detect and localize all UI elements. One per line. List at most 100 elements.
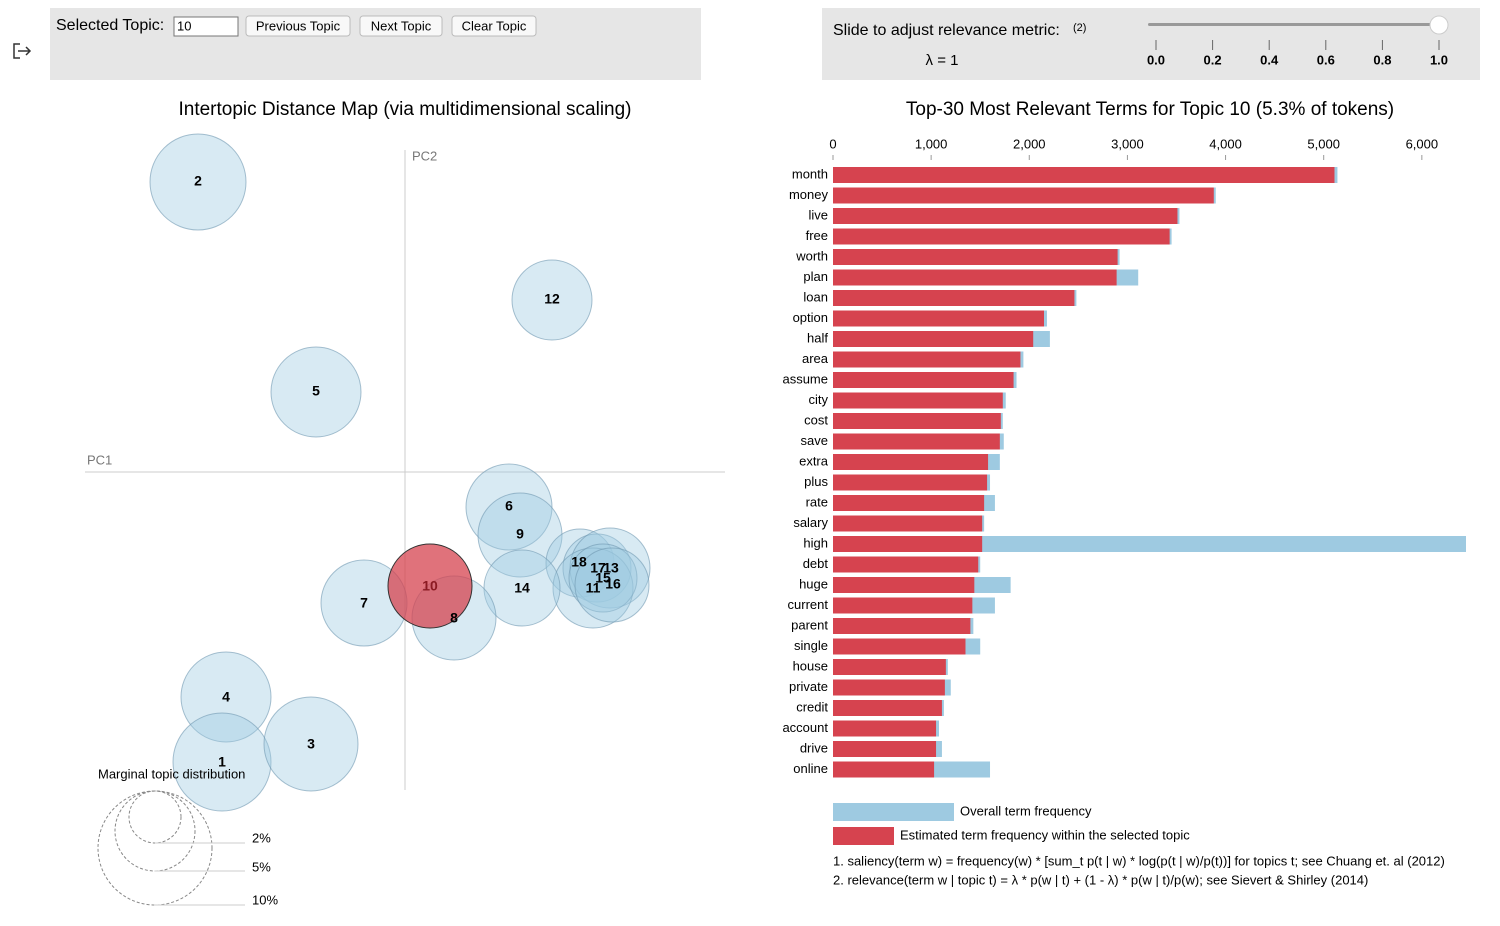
previous-button-label: Previous Topic xyxy=(256,18,341,33)
topic-label: 4 xyxy=(222,689,230,705)
slider-tick-label: 0.4 xyxy=(1260,52,1279,67)
topic-bar xyxy=(833,638,966,655)
topic-labels: 2 12 5 6 9 18 17 13 11 15 16 14 8 7 4 1 … xyxy=(194,173,621,770)
term-label: private xyxy=(789,679,828,694)
topic-bar xyxy=(833,700,942,716)
slider-knob[interactable] xyxy=(1429,15,1449,35)
topic-bar xyxy=(833,392,1003,409)
topic-label: 2 xyxy=(194,173,202,189)
size-circle xyxy=(128,790,182,844)
topic-label: 9 xyxy=(516,526,524,542)
footnote: 1. saliency(term w) = frequency(w) * [su… xyxy=(833,853,1445,868)
size-circle xyxy=(97,790,213,906)
topic-circles xyxy=(149,133,651,812)
topic-bar xyxy=(833,597,973,614)
topic-bar xyxy=(833,290,1075,306)
term-label: live xyxy=(808,207,828,222)
topic-bar xyxy=(833,515,983,532)
topic-label: 16 xyxy=(605,576,621,592)
slider-tick-label: 0.2 xyxy=(1204,52,1222,67)
topic-label: 10 xyxy=(422,578,438,594)
topic-circle[interactable] xyxy=(263,696,359,792)
topic-bar xyxy=(833,741,937,757)
pc2-label: PC2 xyxy=(412,148,437,163)
term-label: huge xyxy=(799,576,828,591)
topic-circle[interactable] xyxy=(574,547,650,623)
term-label: drive xyxy=(800,740,828,755)
topic-label: 17 xyxy=(590,560,606,576)
size-circle xyxy=(114,790,196,872)
topic-circle[interactable] xyxy=(180,651,272,743)
topic-input[interactable] xyxy=(173,16,239,37)
term-label: month xyxy=(792,166,828,181)
next-button-label: Next Topic xyxy=(371,18,432,33)
selected-topic-circle[interactable] xyxy=(387,543,473,629)
term-label: worth xyxy=(795,248,828,263)
slider-tick-label: 1.0 xyxy=(1430,52,1448,67)
previous-button[interactable] xyxy=(245,15,351,37)
topic-label: 12 xyxy=(544,291,560,307)
topic-bar xyxy=(833,556,979,573)
slider-panel xyxy=(822,8,1480,80)
topic-circle[interactable] xyxy=(465,463,553,551)
topic-bar xyxy=(833,679,945,696)
term-label: extra xyxy=(799,453,829,468)
term-label: current xyxy=(788,597,829,612)
term-label: rate xyxy=(806,494,828,509)
topic-circle[interactable] xyxy=(270,346,362,438)
legend-swatch xyxy=(833,827,894,845)
chart-title: Top-30 Most Relevant Terms for Topic 10 … xyxy=(906,99,1394,120)
term-label: save xyxy=(801,433,828,448)
topic-bar xyxy=(833,249,1118,265)
topic-bar xyxy=(833,536,983,552)
topic-circle[interactable] xyxy=(172,712,272,812)
term-label: parent xyxy=(791,617,828,632)
topic-bar xyxy=(833,495,985,511)
x-tick-label: 3,000 xyxy=(1111,136,1144,151)
topic-label: 7 xyxy=(360,595,368,611)
legend-label: Overall term frequency xyxy=(960,803,1092,818)
term-label: high xyxy=(803,535,828,550)
term-label: online xyxy=(793,761,828,776)
topic-circle[interactable] xyxy=(149,133,247,231)
topic-label: 13 xyxy=(603,560,619,576)
x-tick-label: 1,000 xyxy=(915,136,948,151)
topic-circle[interactable] xyxy=(568,543,638,613)
topic-bar xyxy=(833,474,988,491)
marginal-title: Marginal topic distribution xyxy=(98,766,245,781)
x-tick-label: 2,000 xyxy=(1013,136,1046,151)
term-label: loan xyxy=(803,289,828,304)
slider-label: Slide to adjust relevance metric: xyxy=(833,22,1060,39)
slider-note: (2) xyxy=(1073,22,1086,34)
topic-bar xyxy=(833,372,1014,388)
topic-circle[interactable] xyxy=(562,533,632,603)
clear-button[interactable] xyxy=(451,15,537,37)
term-label: single xyxy=(794,638,828,653)
topic-label: 8 xyxy=(450,610,458,626)
clear-button-label: Clear Topic xyxy=(462,18,527,33)
topic-bar xyxy=(833,269,1117,286)
topic-label: 11 xyxy=(586,580,601,596)
topic-label: 14 xyxy=(514,580,530,596)
next-button[interactable] xyxy=(359,15,443,37)
topic-circle[interactable] xyxy=(511,259,593,341)
topic-label: 6 xyxy=(505,498,513,514)
topic-bar xyxy=(833,413,1001,429)
topic-label: 18 xyxy=(571,554,587,570)
footnote: 2. relevance(term w | topic t) = λ * p(w… xyxy=(833,872,1368,887)
topic-label: 5 xyxy=(312,383,320,399)
topic-bar xyxy=(833,761,935,778)
topic-circle[interactable] xyxy=(477,492,563,578)
overall-bar xyxy=(833,536,1466,552)
term-label: area xyxy=(802,351,829,366)
term-label: salary xyxy=(793,515,828,530)
exit-icon[interactable] xyxy=(13,43,32,59)
legend-swatch xyxy=(833,803,954,821)
topic-circle[interactable] xyxy=(552,547,634,629)
slider-tick-label: 0.8 xyxy=(1373,52,1391,67)
topic-bar xyxy=(833,577,975,593)
topic-label: 15 xyxy=(595,570,611,586)
topic-label: 1 xyxy=(218,754,226,770)
term-label: money xyxy=(789,187,829,202)
